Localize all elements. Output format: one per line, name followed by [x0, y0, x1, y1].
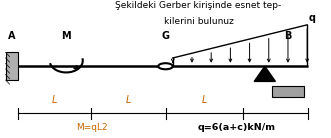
- Text: L: L: [125, 95, 131, 105]
- Bar: [6, 52, 18, 80]
- Text: M=qL2: M=qL2: [76, 124, 108, 132]
- Text: Şekildeki Gerber kirişinde esnet tep-: Şekildeki Gerber kirişinde esnet tep-: [116, 1, 282, 10]
- Text: q=6(a+c)kN/m: q=6(a+c)kN/m: [198, 124, 276, 132]
- Circle shape: [158, 63, 173, 69]
- Text: M: M: [61, 31, 71, 41]
- Text: q: q: [309, 14, 316, 23]
- Text: L: L: [52, 95, 57, 105]
- Polygon shape: [254, 66, 275, 81]
- Text: L: L: [202, 95, 207, 105]
- Text: kilerini bulunuz: kilerini bulunuz: [164, 17, 234, 26]
- Text: A: A: [8, 31, 16, 41]
- Bar: [272, 86, 304, 97]
- Text: G: G: [162, 31, 169, 41]
- Text: B: B: [284, 31, 292, 41]
